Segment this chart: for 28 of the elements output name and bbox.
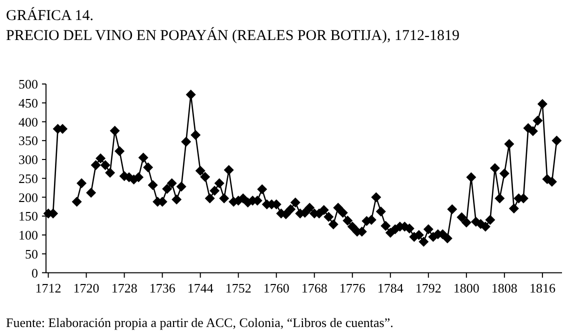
x-tick-label: 1816 <box>529 280 556 296</box>
y-tick-label: 50 <box>25 246 38 262</box>
chart-subtitle: PRECIO DEL VINO EN POPAYÁN (REALES POR BOTIJA), 1712-1819 <box>6 27 460 44</box>
y-tick-label: 100 <box>18 228 38 243</box>
x-tick-label: 1808 <box>491 280 518 296</box>
y-tick-label: 500 <box>18 76 38 92</box>
x-tick-label: 1760 <box>263 280 290 296</box>
x-tick-label: 1736 <box>149 280 176 296</box>
y-tick-label: 200 <box>18 190 38 205</box>
y-tick-label: 250 <box>18 170 38 186</box>
y-tick-label: 350 <box>18 133 38 148</box>
x-tick-label: 1752 <box>225 280 252 296</box>
x-tick-label: 1768 <box>301 280 328 296</box>
x-tick-label: 1776 <box>339 280 366 296</box>
y-tick-label: 150 <box>18 208 38 224</box>
x-tick-label: 1712 <box>35 280 62 296</box>
y-tick-label: 400 <box>18 114 38 130</box>
x-tick-label: 1720 <box>73 280 100 296</box>
y-tick-label: 300 <box>18 152 38 168</box>
y-tick-label: 450 <box>18 95 38 110</box>
x-tick-label: 1728 <box>111 280 138 296</box>
source-note: Fuente: Elaboración propia a partir de ACC, Colonia, “Libros de cuentas”. <box>6 315 394 330</box>
x-tick-label: 1784 <box>377 280 404 296</box>
chart-title: GRÁFICA 14. <box>6 7 94 24</box>
x-tick-label: 1744 <box>187 280 214 296</box>
y-tick-label: 0 <box>32 265 38 280</box>
x-tick-label: 1800 <box>453 280 480 296</box>
x-tick-label: 1792 <box>415 280 442 296</box>
